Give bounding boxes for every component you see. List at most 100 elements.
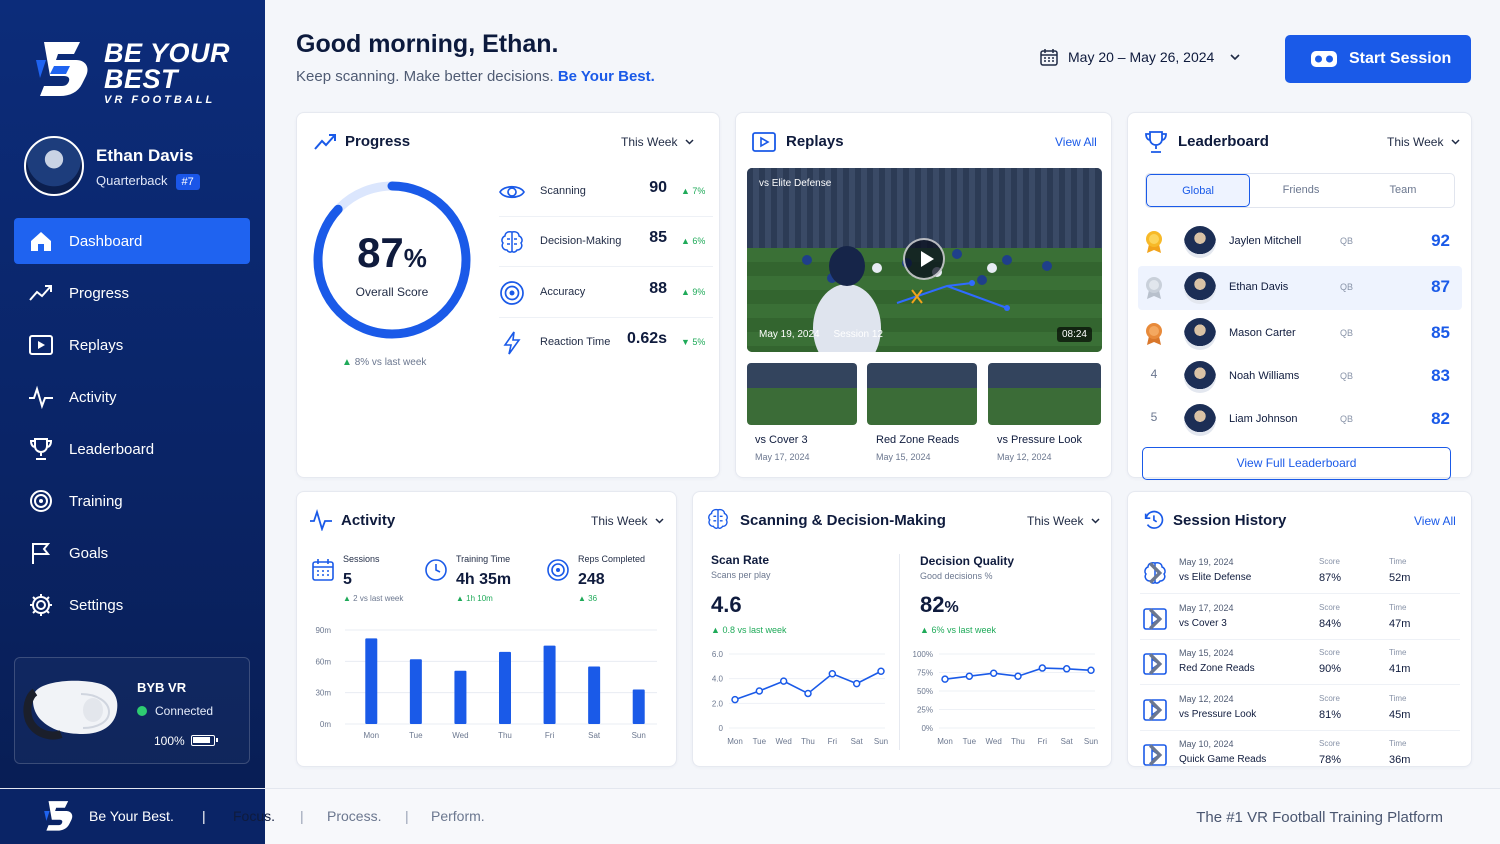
bar (588, 666, 601, 724)
progress-filter-dropdown[interactable]: This Week (621, 135, 694, 149)
x-tick-label: Tue (753, 737, 767, 746)
y-tick-label: 60m (315, 657, 331, 666)
ring-progress (313, 181, 471, 339)
replay-title[interactable]: Red Zone Reads (876, 434, 960, 446)
tab-global[interactable]: Global (1146, 174, 1250, 207)
leaderboard-row[interactable]: Mason Carter QB 85 (1138, 312, 1462, 356)
chevron-right-icon[interactable] (1142, 607, 1168, 631)
x-tick-label: Thu (801, 737, 815, 746)
avatar (1184, 404, 1216, 436)
replay-title[interactable]: vs Pressure Look (997, 434, 1082, 446)
player-score: 87 (1431, 277, 1450, 296)
data-point (828, 669, 837, 678)
score-label: Score (1319, 739, 1340, 748)
chevron-right-icon[interactable] (1142, 698, 1168, 722)
x-tick-label: Sat (588, 731, 601, 740)
session-score: 87% (1319, 572, 1342, 584)
nav-item-settings[interactable]: Settings (14, 582, 250, 628)
player-position: QB (1340, 414, 1354, 424)
replay-thumbnail[interactable] (867, 363, 977, 425)
decision-quality-value: 82% (920, 592, 959, 617)
leaderboard-row[interactable]: Jaylen Mitchell QB 92 (1138, 220, 1462, 264)
time-label: Time (1389, 693, 1407, 703)
tab-team[interactable]: Team (1389, 184, 1417, 196)
battery-level: 100% (154, 734, 218, 748)
session-date: May 10, 2024 (1179, 739, 1234, 749)
user-profile[interactable]: Ethan Davis Quarterback #7 (24, 136, 244, 198)
start-session-button[interactable]: Start Session (1285, 35, 1471, 83)
device-card[interactable]: BYB VR Connected 100% (14, 657, 250, 764)
replays-view-all-link[interactable]: View All (1055, 135, 1097, 149)
chevron-right-icon[interactable] (1142, 652, 1168, 676)
play-button[interactable] (903, 238, 945, 280)
leaderboard-filter-dropdown[interactable]: This Week (1387, 135, 1460, 149)
tab-friends[interactable]: Friends (1282, 184, 1320, 196)
time-label: Time (1389, 739, 1407, 748)
logo[interactable]: BE YOUR BEST VR FOOTBALL (36, 36, 236, 108)
view-full-leaderboard-button[interactable]: View Full Leaderboard (1142, 447, 1451, 480)
nav-item-activity[interactable]: Activity (14, 374, 250, 420)
nav-item-replays[interactable]: Replays (14, 322, 250, 368)
nav-item-leaderboard[interactable]: Leaderboard (14, 426, 250, 472)
overall-score-delta: ▲ 8% vs last week (342, 357, 427, 368)
metric-label: Reaction Time (540, 336, 611, 348)
session-history-row[interactable]: May 17, 2024 vs Cover 3 Score 84% Time 47m (1140, 595, 1460, 640)
player-name: Liam Johnson (1229, 413, 1298, 425)
session-history-row[interactable]: May 12, 2024 vs Pressure Look Score 81% Time… (1140, 686, 1460, 731)
activity-filter-dropdown[interactable]: This Week (591, 514, 664, 528)
session-time: 47m (1389, 617, 1411, 630)
nav-item-training[interactable]: Training (14, 478, 250, 524)
leaderboard-row[interactable]: 5 Liam Johnson QB 82 (1138, 398, 1462, 442)
history-view-all-link[interactable]: View All (1414, 514, 1456, 528)
video-stadium (747, 168, 1102, 248)
leaderboard-row[interactable]: 4 Noah Williams QB 83 (1138, 355, 1462, 399)
scanning-filter-dropdown[interactable]: This Week (1027, 514, 1100, 528)
bar (543, 645, 556, 724)
bar (499, 651, 511, 724)
footer-brand-area: Be Your Best. (0, 789, 265, 844)
x-tick-label: Wed (452, 731, 468, 740)
session-history-row[interactable]: May 19, 2024 vs Elite Defense Score 87% Time… (1140, 549, 1460, 594)
card-title: Activity (341, 512, 396, 529)
play-overlay (802, 246, 1052, 352)
replay-icon (752, 132, 776, 152)
progress-card: Progress This Week 87% Overall Score ▲ 8… (296, 112, 720, 478)
data-point (1062, 665, 1071, 673)
time-label: Time (1389, 648, 1407, 657)
replay-title[interactable]: vs Cover 3 (755, 434, 808, 446)
session-date: May 19, 2024 (1179, 557, 1234, 567)
session-score: 84% (1319, 617, 1342, 630)
footer-word: Perform. (431, 808, 485, 824)
nav-item-goals[interactable]: Goals (14, 530, 250, 576)
nav-item-dashboard[interactable]: Dashboard (14, 218, 250, 264)
featured-replay-video[interactable]: vs Elite Defense May 19, 2024 Session 12… (747, 168, 1102, 352)
bronze-medal-icon (1146, 323, 1162, 345)
replay-thumbnail[interactable] (988, 363, 1101, 425)
session-date: May 12, 2024 (1179, 693, 1234, 704)
nav-item-progress[interactable]: Progress (14, 270, 250, 316)
session-time: 36m (1389, 754, 1411, 766)
avatar (1184, 318, 1216, 350)
brain-icon (501, 231, 523, 253)
data-point (989, 669, 998, 677)
chevron-right-icon[interactable] (1142, 743, 1168, 767)
date-range-picker[interactable]: May 20 – May 26, 2024 (1040, 48, 1250, 66)
leaderboard-row-current-user[interactable]: Ethan Davis QB 87 (1138, 266, 1462, 310)
activity-card: Activity This Week Sessions 5 ▲ 2 vs las… (296, 491, 677, 767)
trend-icon (314, 134, 336, 150)
byb-logo-icon (44, 801, 73, 831)
session-history-row[interactable]: May 10, 2024 Quick Game Reads Score 78% Time… (1140, 731, 1460, 776)
player-position: QB (1340, 282, 1354, 292)
calendar-icon (1040, 49, 1058, 66)
session-history-row[interactable]: May 15, 2024 Red Zone Reads Score 90% Time 41… (1140, 640, 1460, 685)
metric-delta: ▲ 7% (681, 186, 706, 196)
video-duration: 08:24 (1056, 327, 1092, 342)
y-tick-label: 50% (917, 687, 933, 696)
replay-thumbnail[interactable] (747, 363, 857, 425)
chevron-right-icon[interactable] (1142, 561, 1168, 585)
player-rank: 5 (1150, 410, 1158, 424)
metric-row: Accuracy 88 ▲ 9% (499, 268, 713, 318)
target-icon (547, 559, 569, 581)
nav-item-label: Progress (69, 284, 130, 302)
x-tick-label: Mon (727, 737, 743, 746)
